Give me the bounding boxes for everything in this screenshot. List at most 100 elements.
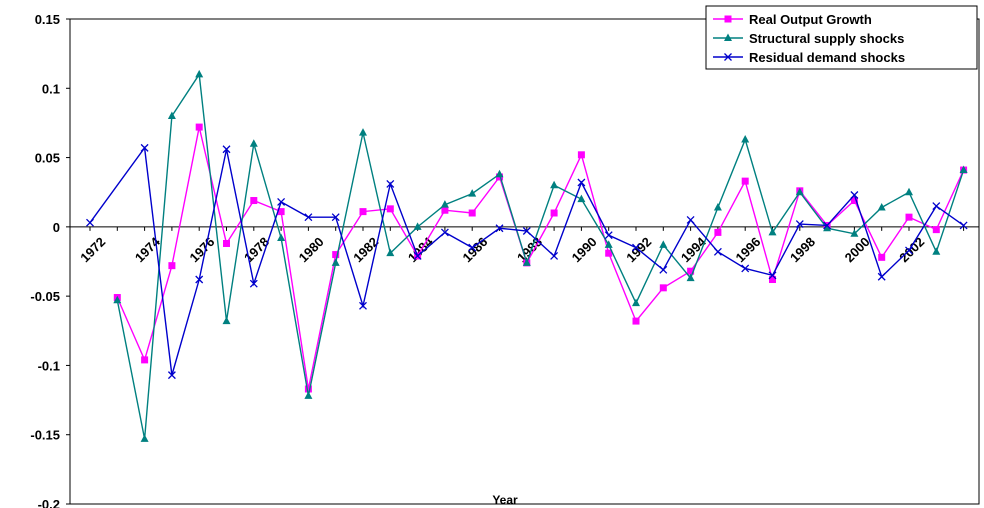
data-point [877,202,886,211]
data-point [468,209,476,217]
data-point [905,213,913,221]
legend-marker [724,33,732,41]
data-point [440,228,449,237]
data-point [441,206,449,214]
data-point [250,197,258,205]
data-point [167,111,176,119]
data-point [522,227,531,235]
data-point [195,275,204,284]
y-tick-label: 0.15 [35,12,60,27]
data-point [413,251,422,260]
data-point [386,179,395,188]
series-line [116,126,965,390]
data-point [741,177,749,185]
data-point [386,248,395,257]
data-point [632,317,640,325]
x-axis-title: Year [492,493,518,507]
data-point [932,226,940,234]
data-point [795,187,804,196]
series-structural-supply-shocks [113,69,968,442]
data-point [604,240,613,248]
legend-label: Structural supply shocks [749,31,904,46]
series-residual-demand-shocks [86,143,968,380]
data-point [86,218,94,227]
data-point [195,69,204,78]
data-point [222,316,231,325]
data-point [550,251,559,260]
data-point [769,276,776,284]
data-point [304,213,313,222]
data-point [741,135,750,143]
data-point [195,123,203,131]
data-point [222,145,231,154]
data-point [959,221,968,230]
data-point [332,251,340,259]
data-point [823,223,832,232]
data-point [468,243,477,252]
data-point [495,169,504,178]
legend-label: Residual demand shocks [749,50,905,65]
y-tick-label: -0.1 [38,358,60,373]
data-point [413,222,422,230]
series-layer [86,69,968,442]
y-tick-label: 0.1 [42,81,60,96]
data-point [168,262,176,270]
data-point [331,213,340,222]
legend-box [705,5,978,70]
data-point [249,279,258,288]
data-point [714,228,722,236]
data-point [468,189,477,197]
data-point [713,247,722,256]
legend-item: Structural supply shocks [713,31,904,46]
data-point [359,128,367,136]
data-point [687,267,695,275]
series-line [116,72,965,440]
data-point [932,202,941,211]
data-point [632,243,640,252]
data-point [659,284,667,292]
data-point [223,239,230,247]
y-axis: 0.15 0.1 0.05 0 -0.05 -0.1 -0.15 -0.2 [30,12,70,508]
y-tick-label: -0.05 [30,289,60,304]
data-point [440,200,449,208]
data-point [604,231,613,240]
data-point [659,265,668,274]
data-point [686,273,695,282]
y-tick-label: -0.15 [30,428,60,443]
data-point [359,208,367,216]
data-point [878,253,886,261]
data-point [850,191,859,199]
data-point [386,205,394,213]
data-point [686,215,695,224]
data-point [850,229,859,237]
data-point [550,180,559,189]
y-tick-label: 0 [53,220,60,235]
legend-item: Residual demand shocks [713,50,905,65]
data-point [659,240,668,248]
data-point [932,247,941,255]
data-point [877,272,886,281]
data-point [577,194,586,203]
data-point [605,249,613,257]
data-point [495,224,504,233]
data-point [823,221,832,230]
y-tick-label: -0.2 [38,497,60,508]
series-line [89,146,965,376]
legend-marker [724,15,732,23]
data-point [550,209,558,217]
legend: Real Output Growth Structural supply shoc… [705,5,978,70]
data-point [632,298,640,307]
data-point [249,139,258,147]
data-point [850,197,858,205]
data-point [304,391,313,399]
data-point [905,187,913,196]
data-point [713,202,722,211]
data-point [140,143,149,152]
data-point [741,264,750,273]
data-point [331,258,340,266]
data-point [140,434,149,442]
data-point [768,227,777,236]
data-point [141,356,149,364]
data-point [277,208,285,216]
